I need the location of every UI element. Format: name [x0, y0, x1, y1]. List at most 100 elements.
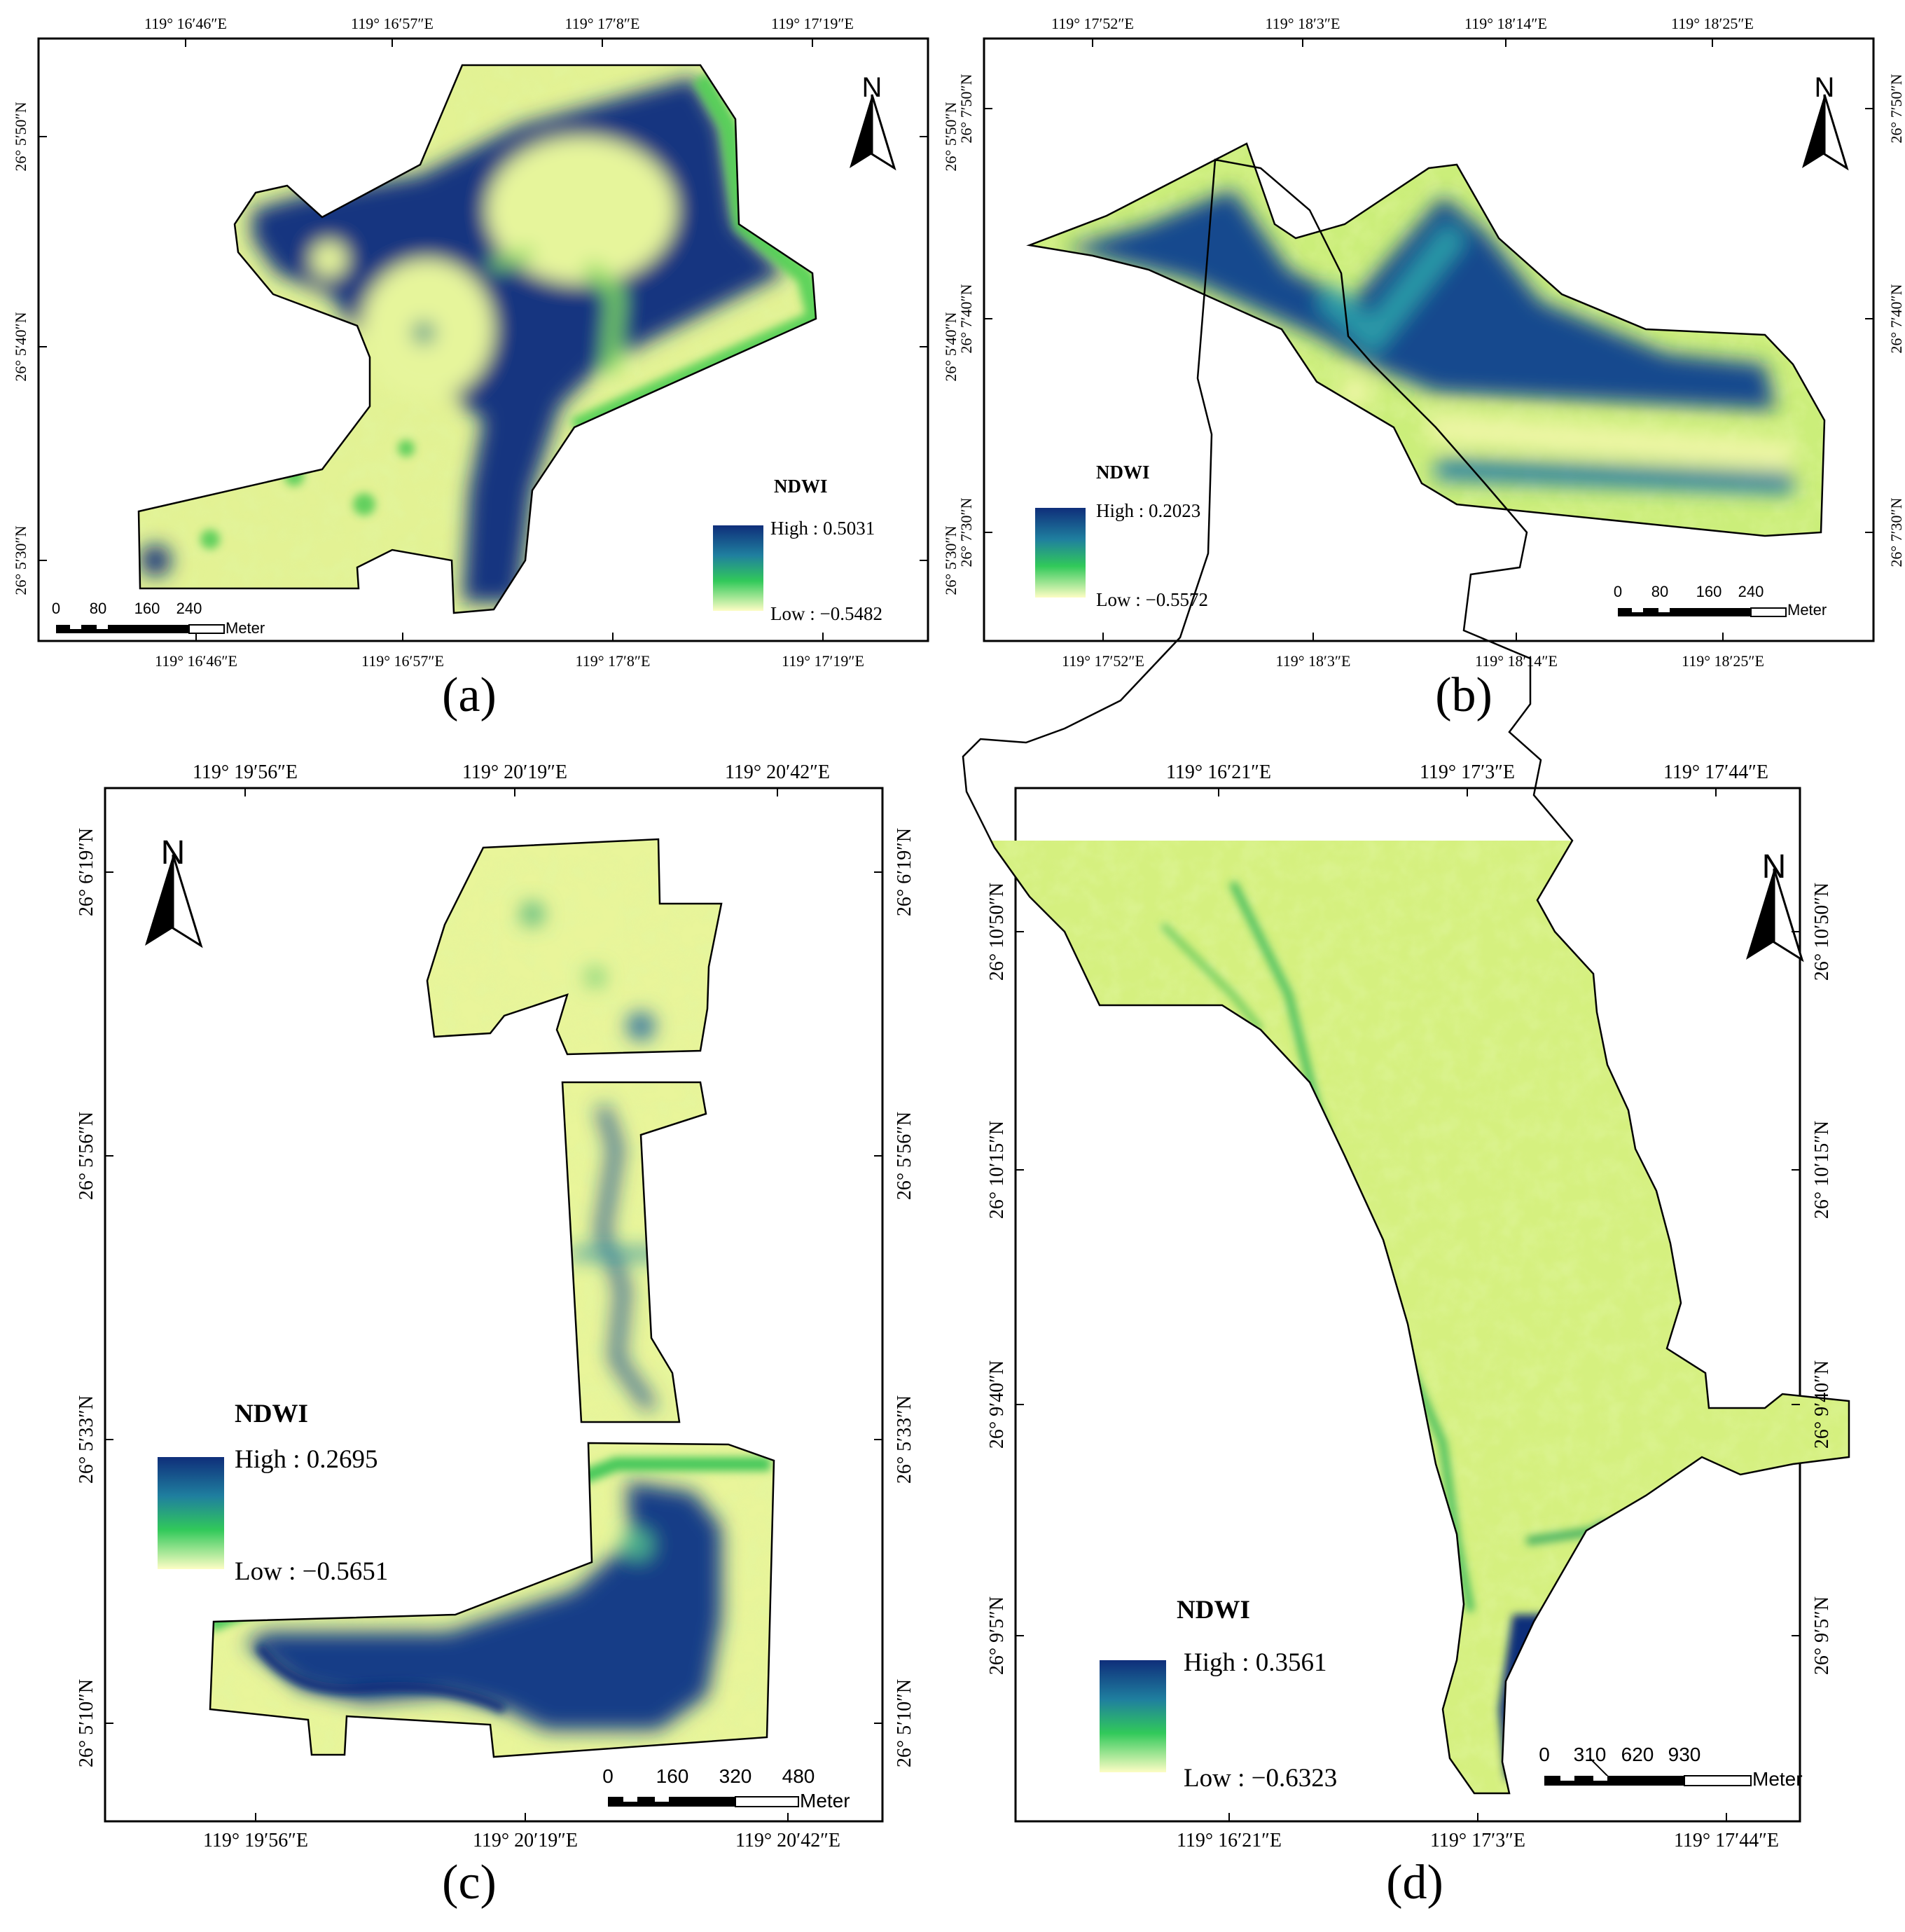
panel-b-scale-tick: 0 [1614, 583, 1622, 600]
panel-a-bottom-tick-label: 119° 16′46″E [155, 652, 237, 670]
panel-d-scale-tick: 0 [1539, 1744, 1550, 1765]
panel-d-top-tick-label: 119° 16′21″E [1166, 761, 1271, 783]
panel-a-legend-ramp [713, 525, 763, 611]
panel-a-top-tick-label: 119° 17′8″E [565, 15, 640, 32]
panel-a-right-tick-label: 26° 5′30″N [942, 525, 960, 595]
panel-c-label: (c) [442, 1856, 497, 1910]
panel-b-bottom-tick-label: 119° 18′25″E [1682, 652, 1764, 670]
panel-c-right-tick-label: 26° 5′56″N [894, 1112, 915, 1200]
panel-a-left-tick-label: 26° 5′50″N [12, 102, 29, 171]
panel-b-scale-bar [1618, 607, 1787, 617]
panel-b-bottom-tick-label: 119° 18′3″E [1276, 652, 1351, 670]
panel-b-legend-low: Low : −0.5572 [1096, 589, 1208, 610]
panel-c-right-tick-label: 26° 5′10″N [894, 1679, 915, 1767]
panel-c-legend-low: Low : −0.5651 [235, 1557, 388, 1586]
panel-d-legend-high: High : 0.3561 [1184, 1648, 1327, 1677]
panel-b-left-tick-label: 26° 7′50″N [957, 74, 975, 143]
panel-d-bottom-tick-label: 119° 17′3″E [1430, 1830, 1525, 1851]
panel-b-scale-tick: 240 [1738, 583, 1764, 600]
panel-d-bottom-tick-label: 119° 16′21″E [1177, 1830, 1282, 1851]
panel-c-bottom-tick-label: 119° 20′42″E [735, 1830, 840, 1851]
panel-a-bottom-tick-label: 119° 16′57″E [361, 652, 444, 670]
panel-b-scale-tick: 160 [1696, 583, 1722, 600]
panel-c-right-tick-label: 26° 5′33″N [894, 1395, 915, 1484]
panel-c-scale-tick: 480 [782, 1765, 815, 1787]
panel-d-right-tick-label: 26° 10′15″N [1811, 1121, 1833, 1219]
panel-b-bottom-tick-label: 119° 18′14″E [1475, 652, 1558, 670]
panel-c-top-tick-label: 119° 19′56″E [193, 761, 298, 783]
panel-a-legend-low: Low : −0.5482 [770, 603, 882, 624]
panel-d-legend-title: NDWI [1177, 1596, 1250, 1624]
panel-b-label: (b) [1435, 668, 1492, 722]
panel-c-left-tick-label: 26° 5′10″N [76, 1679, 97, 1767]
panel-b-right-tick-label: 26° 7′40″N [1887, 284, 1905, 353]
panel-c-scale-tick: 0 [602, 1765, 614, 1787]
panel-a-bottom-tick-label: 119° 17′19″E [782, 652, 864, 670]
panel-a-right-tick-label: 26° 5′40″N [942, 312, 960, 381]
panel-c-top-tick-label: 119° 20′19″E [462, 761, 567, 783]
panel-b-map [1028, 142, 1826, 537]
panel-c-legend-ramp [158, 1457, 224, 1569]
panel-d-left-tick-label: 26° 10′15″N [986, 1121, 1008, 1219]
panel-c-scale-bar [608, 1796, 799, 1807]
panel-c-scale-tick: 320 [719, 1765, 752, 1787]
panel-d-right-tick-label: 26° 9′5″N [1811, 1596, 1833, 1675]
panel-c-north-label: N [161, 834, 186, 871]
panel-b-scale-unit: Meter [1787, 601, 1827, 619]
panel-c-scale-unit: Meter [800, 1790, 850, 1812]
panel-c-scale-tick: 160 [656, 1765, 689, 1787]
panel-d-top-tick-label: 119° 17′44″E [1663, 761, 1768, 783]
panel-d-right-tick-label: 26° 10′50″N [1811, 883, 1833, 981]
panel-b-top-tick-label: 119° 18′3″E [1266, 15, 1341, 32]
panel-d-scale-tick: 930 [1668, 1744, 1701, 1765]
panel-a-top-tick-label: 119° 16′57″E [351, 15, 434, 32]
panel-c-right-tick-label: 26° 6′19″N [894, 828, 915, 916]
panel-b-left-tick-label: 26° 7′40″N [957, 284, 975, 353]
panel-a-bottom-tick-label: 119° 17′8″E [576, 652, 651, 670]
panel-a-legend-high: High : 0.5031 [770, 518, 875, 539]
panel-b-top-tick-label: 119° 18′14″E [1464, 15, 1547, 32]
panel-b-left-tick-label: 26° 7′30″N [957, 497, 975, 567]
panel-a-scale-tick: 240 [176, 600, 202, 617]
panel-d-north-arrow-icon [1746, 868, 1804, 962]
panel-a-left-tick-label: 26° 5′30″N [12, 525, 29, 595]
panel-c-map [209, 838, 775, 1758]
panel-d-bottom-tick-label: 119° 17′44″E [1674, 1830, 1779, 1851]
panel-b-top-tick-label: 119° 18′25″E [1671, 15, 1754, 32]
panel-a-scale-unit: Meter [226, 619, 265, 637]
panel-a-north-label: N [862, 72, 882, 103]
panel-b-north-arrow-icon [1802, 94, 1849, 171]
panel-d-top-tick-label: 119° 17′3″E [1420, 761, 1515, 783]
panel-b-right-tick-label: 26° 7′30″N [1887, 497, 1905, 567]
panel-b-scale-tick: 80 [1651, 583, 1668, 600]
panel-d-scale-tick: 310 [1574, 1744, 1607, 1765]
panel-d-scale-tick: 620 [1621, 1744, 1654, 1765]
panel-b-top-tick-label: 119° 17′52″E [1051, 15, 1134, 32]
panel-a-scale-tick: 160 [134, 600, 160, 617]
panel-c-north-arrow-icon [145, 854, 203, 948]
panel-c-bottom-tick-label: 119° 20′19″E [473, 1830, 578, 1851]
panel-a-frame [37, 37, 929, 642]
panel-a-scale-tick: 80 [90, 600, 106, 617]
panel-c-bottom-tick-label: 119° 19′56″E [203, 1830, 308, 1851]
panel-d-label: (d) [1386, 1856, 1443, 1910]
panel-d-left-tick-label: 26° 10′50″N [986, 883, 1008, 981]
panel-a-scale-tick: 0 [52, 600, 60, 617]
panel-d-legend-low: Low : −0.6323 [1184, 1764, 1337, 1793]
panel-d-legend-ramp [1100, 1660, 1166, 1772]
panel-b-north-label: N [1815, 72, 1835, 103]
panel-b-legend-high: High : 0.2023 [1096, 500, 1200, 521]
panel-b-legend-title: NDWI [1096, 462, 1150, 483]
panel-c-legend-high: High : 0.2695 [235, 1445, 378, 1474]
panel-a-top-tick-label: 119° 16′46″E [144, 15, 227, 32]
panel-d-left-tick-label: 26° 9′5″N [986, 1596, 1008, 1675]
panel-c-left-tick-label: 26° 6′19″N [76, 828, 97, 916]
text-layer: 119° 16′46″E 119° 16′57″E 119° 17′8″E 119° … [12, 15, 1905, 1910]
panel-c-frame [104, 787, 884, 1823]
panel-a-north-arrow-icon [850, 94, 896, 171]
panel-d-right-tick-label: 26° 9′40″N [1811, 1360, 1833, 1449]
panel-a-left-tick-label: 26° 5′40″N [12, 312, 29, 381]
panel-b-bottom-tick-label: 119° 17′52″E [1062, 652, 1144, 670]
panel-a-scale-bar [56, 624, 225, 634]
